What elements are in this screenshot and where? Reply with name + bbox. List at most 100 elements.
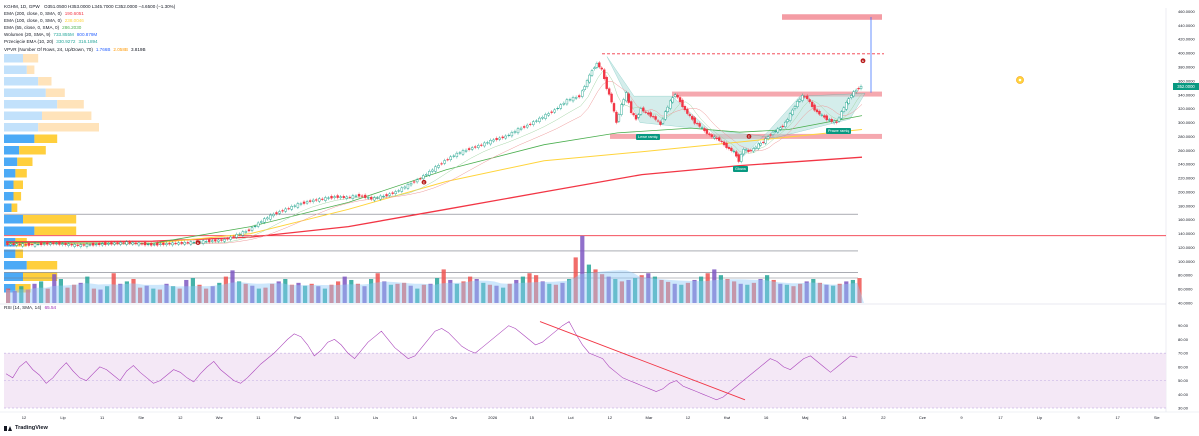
- candle-up: [801, 95, 804, 101]
- vpvr-down-bar: [45, 88, 65, 97]
- candle-up: [620, 104, 623, 115]
- legend-indicator-row[interactable]: VPVR (Number Of Rows, 24, Up/Down, 70) 1.…: [4, 46, 175, 53]
- candle-up: [311, 199, 315, 202]
- volume-bar: [817, 282, 822, 303]
- indicator-rows: EMA (200, close, 0, SMA, 0) 190.6051 EMA (…: [4, 10, 175, 53]
- time-tick-label: 22: [881, 415, 886, 420]
- volume-bar: [619, 281, 624, 303]
- candle-down: [676, 95, 679, 98]
- vpvr-down-bar: [26, 65, 35, 74]
- candle-up: [55, 243, 58, 245]
- candle-up: [241, 231, 245, 236]
- volume-bar: [593, 269, 598, 303]
- candle-down: [226, 238, 229, 240]
- time-tick-label: Gru: [450, 415, 457, 420]
- indicator-value: 800.879M: [76, 32, 98, 38]
- time-tick-label: Lip: [1037, 415, 1043, 420]
- candle-down: [681, 99, 684, 107]
- legend-indicator-row[interactable]: Przecięcie EMA (10, 20) 330.9272 316.1894: [4, 38, 175, 45]
- candle-up: [244, 231, 248, 233]
- candle-up: [593, 67, 596, 70]
- annotation-head[interactable]: Głowa: [733, 166, 748, 172]
- candle-up: [581, 90, 584, 97]
- legend-indicator-row[interactable]: EMA (200, close, 0, SMA, 0) 190.6051: [4, 10, 175, 17]
- volume-bar: [144, 285, 149, 303]
- vpvr-down-bar: [23, 54, 39, 63]
- candle-up: [752, 148, 755, 152]
- candle-up: [669, 100, 672, 109]
- candle-down: [529, 123, 532, 125]
- vpvr-up-bar: [4, 180, 14, 189]
- volume-bar: [91, 288, 96, 303]
- volume-bar: [659, 279, 664, 303]
- legend-indicator-row[interactable]: Wolumen (20, SMA, 9) 733.855M 800.879M: [4, 31, 175, 38]
- candle-up: [159, 243, 162, 245]
- candle-up: [345, 196, 349, 199]
- annotation-left-shoulder[interactable]: Lewe ramię: [636, 134, 660, 140]
- candle-up: [796, 101, 799, 107]
- candle-down: [607, 88, 611, 95]
- volume-bar: [481, 282, 486, 303]
- candle-down: [70, 243, 73, 246]
- candle-up: [113, 242, 116, 245]
- volume-bar: [771, 279, 776, 303]
- candle-up: [588, 74, 591, 83]
- candle-down: [149, 242, 153, 246]
- candle-up: [235, 234, 238, 238]
- volume-bar: [329, 284, 334, 303]
- candle-down: [600, 67, 603, 70]
- candle-up: [382, 195, 385, 197]
- candle-up: [431, 169, 434, 172]
- rsi-tick-label: 50.00: [1178, 378, 1189, 383]
- candle-up: [637, 114, 640, 118]
- candle-up: [793, 106, 797, 109]
- candle-up: [256, 222, 260, 227]
- rsi-tick-label: 30.00: [1178, 406, 1189, 411]
- legend-indicator-row[interactable]: EMA (100, close, 0, SMA, 0) 238.0046: [4, 17, 175, 24]
- candle-down: [656, 120, 660, 122]
- candle-up: [744, 149, 748, 151]
- candle-down: [474, 146, 477, 148]
- candle-up: [107, 243, 110, 245]
- candle-down: [116, 242, 119, 244]
- price-tick-label: 380.0000: [1178, 65, 1195, 70]
- legend-indicator-row[interactable]: EMA (55, close, 0, SMA, 0) 286.2030: [4, 24, 175, 31]
- candle-up: [428, 170, 431, 176]
- time-tick-label: Wrz: [216, 415, 223, 420]
- candle-up: [394, 191, 397, 195]
- candle-up: [538, 117, 541, 122]
- time-tick-label: Paź: [294, 415, 301, 420]
- candle-up: [486, 142, 489, 144]
- candle-up: [568, 99, 572, 101]
- candle-down: [813, 104, 816, 111]
- vpvr-down-bar: [38, 77, 52, 86]
- candle-up: [125, 241, 128, 245]
- candle-up: [525, 124, 529, 128]
- price-tick-label: 140.0000: [1178, 231, 1195, 236]
- rsi-legend[interactable]: RSI (14, SMA, 14) 65.54: [4, 305, 56, 310]
- volume-bar: [415, 288, 420, 303]
- rsi-tick-label: 60.00: [1178, 364, 1189, 369]
- candle-down: [688, 114, 692, 116]
- volume-bar: [230, 270, 235, 303]
- legend-instrument-row[interactable]: KGHM, 1D, GPW O351.0500 H353.0000 L345.7…: [4, 3, 175, 10]
- time-tick-label: Cze: [919, 415, 927, 420]
- candle-up: [189, 241, 193, 245]
- volume-bar: [474, 279, 479, 303]
- candle-down: [122, 242, 125, 244]
- candle-up: [449, 156, 452, 161]
- candle-up: [15, 243, 18, 246]
- candle-up: [9, 243, 12, 246]
- candle-up: [406, 183, 410, 189]
- candle-up: [622, 99, 625, 105]
- volume-bar: [804, 281, 809, 303]
- volume-bar: [65, 287, 70, 303]
- annotation-right-shoulder[interactable]: Prawe ramię: [826, 128, 852, 134]
- volume-bar: [831, 285, 836, 303]
- vpvr-up-bar: [4, 134, 35, 143]
- vpvr-up-bar: [4, 272, 23, 281]
- tradingview-brand[interactable]: TradingView: [4, 425, 48, 431]
- candle-up: [571, 97, 575, 102]
